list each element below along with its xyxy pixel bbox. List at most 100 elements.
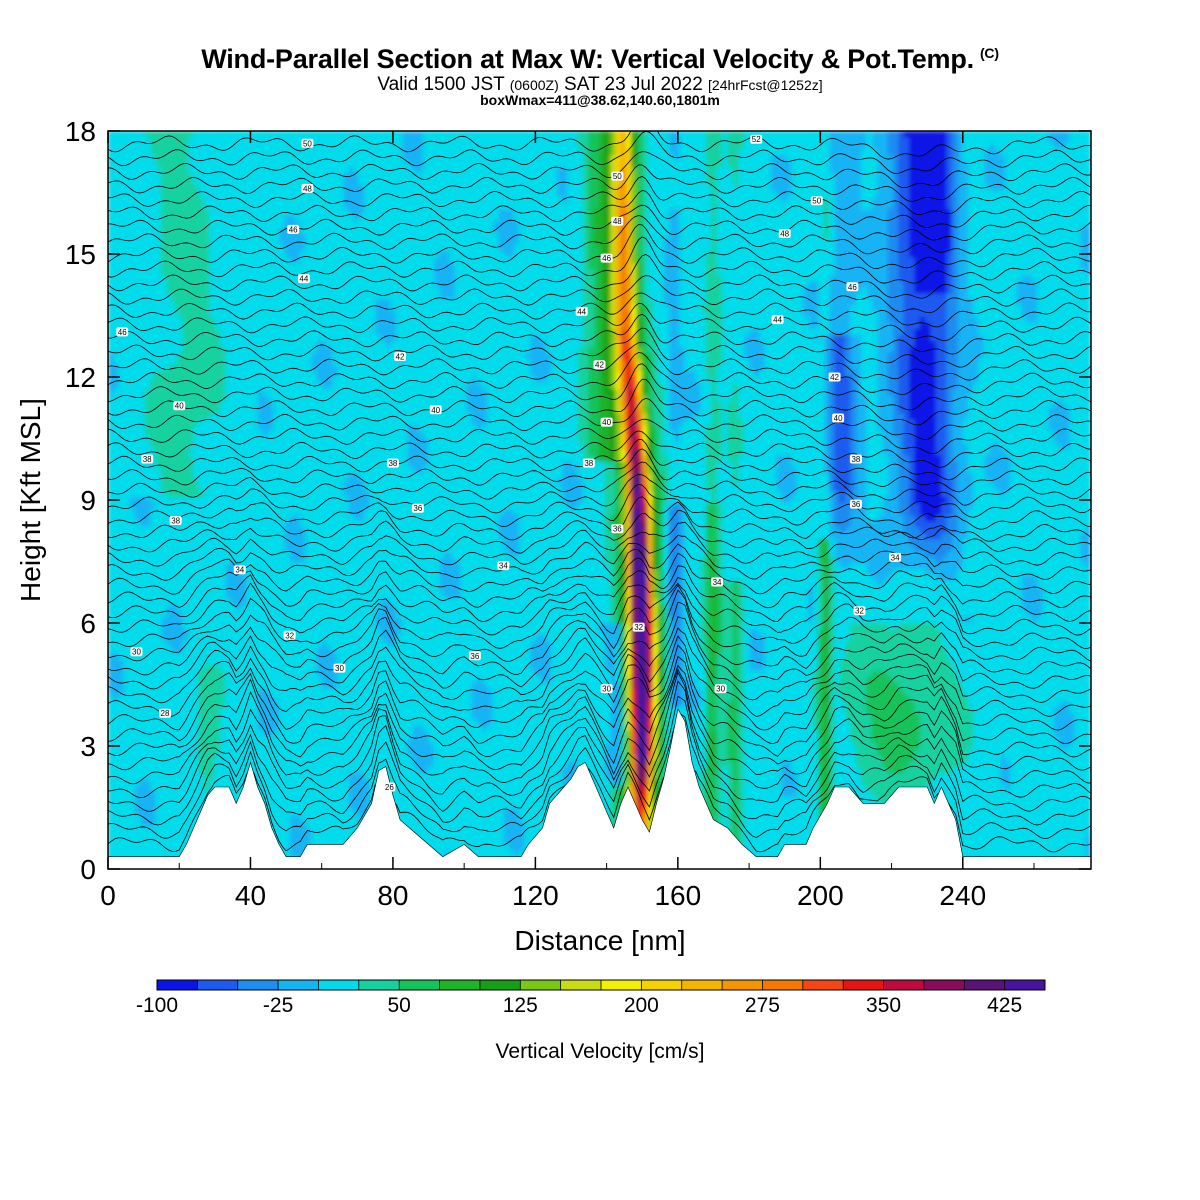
field-cell: [652, 736, 659, 744]
field-cell: [647, 202, 712, 210]
field-cell: [647, 148, 670, 156]
field-cell: [866, 676, 894, 684]
field-cell: [732, 784, 739, 792]
field-cell: [668, 484, 707, 492]
field-cell: [588, 448, 600, 456]
field-cell: [123, 688, 200, 696]
field-cell: [641, 532, 648, 540]
field-cell: [657, 700, 664, 708]
x-tick-label: 240: [939, 880, 986, 911]
field-cell: [834, 784, 867, 792]
field-cell: [925, 316, 948, 324]
field-cell: [641, 262, 648, 270]
field-cell: [722, 298, 803, 306]
field-cell: [951, 502, 958, 510]
field-cell: [615, 448, 622, 456]
field-cell: [593, 280, 600, 288]
field-cell: [588, 436, 600, 444]
field-cell: [1010, 772, 1091, 780]
field-cell: [615, 370, 622, 378]
field-cell: [161, 484, 200, 492]
field-cell: [828, 646, 835, 654]
field-cell: [999, 148, 1091, 156]
field-cell: [743, 706, 814, 714]
field-cell: [636, 802, 643, 810]
field-cell: [951, 262, 958, 270]
field-cell: [834, 460, 851, 468]
field-cell: [187, 448, 408, 456]
field-cell: [641, 556, 648, 564]
field-cell: [641, 274, 648, 282]
field-cell: [604, 274, 611, 282]
field-cell: [898, 340, 916, 348]
field-cell: [652, 424, 659, 432]
field-cell: [823, 700, 830, 708]
field-cell: [706, 364, 718, 372]
field-cell: [828, 214, 835, 222]
field-cell: [818, 298, 830, 306]
field-cell: [631, 424, 638, 432]
field-cell: [647, 574, 654, 582]
field-cell: [657, 592, 664, 600]
field-cell: [727, 772, 734, 780]
field-cell: [155, 454, 194, 462]
field-cell: [209, 310, 376, 318]
field-cell: [1063, 142, 1091, 150]
field-cell: [743, 802, 819, 810]
field-cell: [663, 406, 670, 414]
contour-label-bg: [394, 352, 407, 361]
colorbar-tick-label: 425: [987, 994, 1022, 1017]
field-cell: [828, 706, 835, 714]
field-cell: [620, 166, 627, 174]
field-cell: [583, 268, 595, 276]
field-cell: [636, 712, 648, 720]
field-cell: [481, 382, 579, 390]
field-cell: [647, 658, 654, 666]
field-cell: [609, 250, 616, 258]
valid-time-a: Valid 1500 JST: [377, 74, 505, 95]
field-cell: [657, 334, 670, 342]
field-cell: [706, 766, 712, 774]
field-cell: [818, 670, 825, 678]
contour-label: 38: [851, 455, 860, 464]
field-cell: [647, 412, 654, 420]
field-cell: [796, 466, 825, 474]
field-cell: [273, 424, 408, 432]
field-cell: [706, 646, 712, 654]
field-cell: [1042, 610, 1091, 618]
field-cell: [706, 142, 723, 150]
field-cell: [577, 136, 590, 144]
field-cell: [706, 700, 718, 708]
field-cell: [641, 238, 648, 246]
field-cell: [609, 808, 616, 816]
field-cell: [123, 670, 200, 678]
field-cell: [812, 700, 819, 708]
field-cell: [903, 448, 916, 456]
field-cell: [652, 652, 659, 660]
field-cell: [171, 298, 210, 306]
field-cell: [706, 688, 718, 696]
field-cell: [946, 436, 953, 444]
field-cell: [604, 376, 611, 384]
field-cell: [823, 712, 830, 720]
field-cell: [647, 160, 707, 168]
colorbar-tick-label: -25: [263, 994, 293, 1017]
field-cell: [738, 172, 771, 180]
field-cell: [108, 316, 184, 324]
field-cell: [641, 442, 648, 450]
field-cell: [647, 556, 654, 564]
field-cell: [609, 370, 616, 378]
field-cell: [647, 131, 670, 138]
field-cell: [834, 754, 857, 762]
field-cell: [609, 568, 616, 576]
field-cell: [108, 298, 173, 306]
field-cell: [647, 172, 707, 180]
field-cell: [599, 400, 611, 408]
field-cell: [631, 262, 638, 270]
field-cell: [903, 526, 921, 534]
field-cell: [887, 280, 905, 288]
field-cell: [722, 616, 734, 624]
field-cell: [108, 286, 168, 294]
field-cell: [583, 214, 590, 222]
field-cell: [973, 298, 1017, 306]
